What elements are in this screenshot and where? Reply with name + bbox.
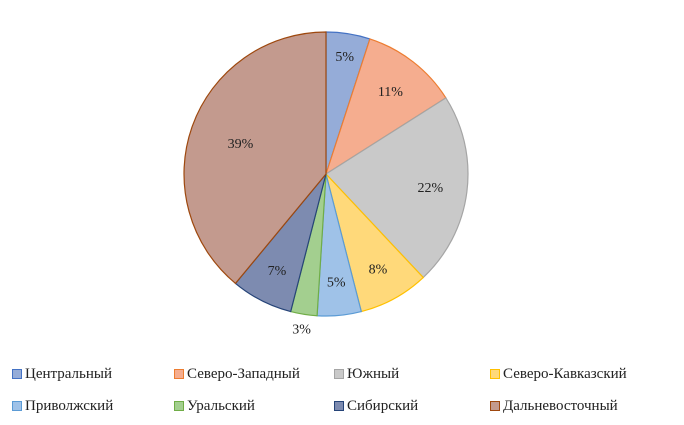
legend-swatch xyxy=(334,369,344,379)
pie-slice-8 xyxy=(183,31,327,285)
legend-label: Центральный xyxy=(25,366,113,382)
data-label-2: 11% xyxy=(378,85,403,100)
legend-swatch xyxy=(174,401,184,411)
pie-data-labels: 5% 11% 22% 8% 5% 3% 7% 39% xyxy=(228,50,444,337)
legend-label: Дальневосточный xyxy=(503,398,618,414)
data-label-8: 39% xyxy=(228,137,254,152)
legend-label: Южный xyxy=(347,366,400,382)
data-label-5: 5% xyxy=(327,275,346,290)
legend-item-1: Центральный xyxy=(12,366,112,382)
pie-chart: 5% 11% 22% 8% 5% 3% 7% 39% xyxy=(183,31,469,337)
legend-item-6: Уральский xyxy=(174,398,255,414)
legend-label: Северо-Кавказский xyxy=(503,366,627,382)
legend-swatch xyxy=(12,401,22,411)
legend-item-2: Северо-Западный xyxy=(174,366,300,382)
data-label-6: 3% xyxy=(292,322,311,337)
legend-swatch xyxy=(12,369,22,379)
legend-item-5: Приволжский xyxy=(12,398,113,414)
legend-item-3: Южный xyxy=(334,366,399,382)
legend-item-4: Северо-Кавказский xyxy=(490,366,627,382)
legend-label: Сибирский xyxy=(347,398,419,414)
data-label-7: 7% xyxy=(268,264,287,279)
data-label-4: 8% xyxy=(369,263,388,278)
data-label-3: 22% xyxy=(417,181,443,196)
pie-slice-3 xyxy=(325,97,469,279)
legend-label: Уральский xyxy=(187,398,255,414)
legend-item-7: Сибирский xyxy=(334,398,418,414)
data-label-1: 5% xyxy=(335,50,354,65)
chart-legend: Центральный Северо-Западный Южный Северо-Ка… xyxy=(0,360,684,420)
legend-swatch xyxy=(490,369,500,379)
legend-swatch xyxy=(174,369,184,379)
pie-slice-2 xyxy=(324,38,447,176)
legend-swatch xyxy=(490,401,500,411)
pie-slices xyxy=(183,31,469,317)
legend-item-8: Дальневосточный xyxy=(490,398,618,414)
legend-label: Северо-Западный xyxy=(187,366,300,382)
legend-swatch xyxy=(334,401,344,411)
legend-label: Приволжский xyxy=(25,398,114,414)
